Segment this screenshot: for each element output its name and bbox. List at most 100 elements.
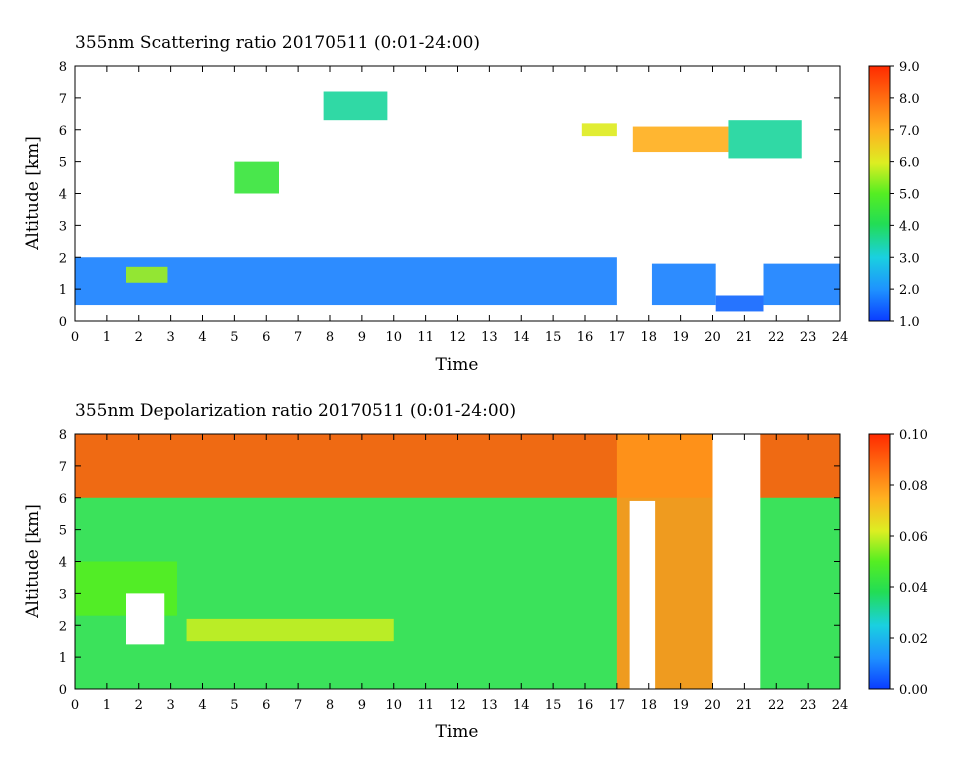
no-data-gap-1 bbox=[629, 500, 656, 689]
data-region-1 bbox=[126, 266, 168, 283]
x-tick-label: 20 bbox=[704, 698, 721, 713]
data-region-2 bbox=[186, 618, 394, 642]
y-tick-label: 6 bbox=[59, 492, 67, 507]
colorbar-label: 0.04 bbox=[899, 581, 928, 596]
y-tick-label: 4 bbox=[59, 188, 67, 203]
y-tick-label: 3 bbox=[59, 587, 67, 602]
x-tick-label: 7 bbox=[294, 698, 302, 713]
x-tick-label: 5 bbox=[230, 330, 238, 345]
colorbar-label: 2.0 bbox=[899, 283, 920, 298]
chart-title: 355nm Scattering ratio 20170511 (0:01-24… bbox=[75, 33, 480, 53]
x-tick-label: 8 bbox=[326, 330, 334, 345]
colorbar bbox=[868, 433, 891, 690]
scattering-ratio-plot bbox=[75, 91, 840, 312]
x-tick-label: 22 bbox=[768, 330, 785, 345]
colorbar-label: 5.0 bbox=[899, 188, 920, 203]
colorbar-label: 0.10 bbox=[899, 428, 928, 443]
x-tick-label: 14 bbox=[513, 330, 530, 345]
x-tick-label: 19 bbox=[672, 698, 689, 713]
x-tick-label: 19 bbox=[672, 330, 689, 345]
data-region-3 bbox=[323, 91, 388, 121]
x-tick-label: 3 bbox=[166, 330, 174, 345]
y-tick-label: 4 bbox=[59, 556, 67, 571]
colorbar-label: 0.00 bbox=[899, 683, 928, 698]
colorbar-label: 8.0 bbox=[899, 92, 920, 107]
x-tick-label: 3 bbox=[166, 698, 174, 713]
x-tick-label: 15 bbox=[545, 698, 562, 713]
x-tick-label: 24 bbox=[832, 330, 849, 345]
y-tick-label: 2 bbox=[59, 251, 67, 266]
x-tick-label: 21 bbox=[736, 698, 753, 713]
x-tick-label: 11 bbox=[417, 330, 434, 345]
x-tick-label: 20 bbox=[704, 330, 721, 345]
x-tick-label: 17 bbox=[609, 330, 626, 345]
x-tick-label: 18 bbox=[640, 330, 657, 345]
x-tick-label: 13 bbox=[481, 698, 498, 713]
y-tick-label: 5 bbox=[59, 156, 67, 171]
colorbar bbox=[868, 65, 891, 322]
x-tick-label: 24 bbox=[832, 698, 849, 713]
x-tick-label: 2 bbox=[135, 330, 143, 345]
x-tick-label: 5 bbox=[230, 698, 238, 713]
data-region-5 bbox=[715, 295, 764, 312]
y-tick-label: 7 bbox=[59, 92, 67, 107]
colorbar-label: 7.0 bbox=[899, 124, 920, 139]
x-tick-label: 10 bbox=[385, 698, 402, 713]
x-tick-label: 21 bbox=[736, 330, 753, 345]
x-tick-label: 22 bbox=[768, 698, 785, 713]
y-tick-label: 2 bbox=[59, 619, 67, 634]
x-tick-label: 4 bbox=[198, 698, 206, 713]
axis-ticks: 0 1 2 3 4 5 6 7 8 9 10 11 12 13 14 15 16 17 18 19 20 21 22 23 24… bbox=[59, 60, 849, 345]
data-region-9 bbox=[728, 120, 802, 159]
y-tick-label: 5 bbox=[59, 524, 67, 539]
x-tick-label: 13 bbox=[481, 330, 498, 345]
colorbar-label: 3.0 bbox=[899, 251, 920, 266]
x-tick-label: 18 bbox=[640, 698, 657, 713]
x-tick-label: 0 bbox=[71, 330, 79, 345]
depolarization-ratio-plot bbox=[75, 434, 840, 689]
data-region-4 bbox=[651, 263, 716, 306]
y-tick-label: 0 bbox=[59, 683, 67, 698]
colorbar-label: 0.02 bbox=[899, 632, 928, 647]
y-axis-label: Altitude [km] bbox=[23, 504, 43, 619]
x-tick-label: 16 bbox=[577, 698, 594, 713]
y-tick-label: 3 bbox=[59, 219, 67, 234]
colorbar-labels: 0.00 0.02 0.04 0.06 0.08 0.10 bbox=[890, 428, 928, 698]
y-tick-label: 1 bbox=[59, 283, 67, 298]
y-tick-label: 0 bbox=[59, 315, 67, 330]
x-tick-label: 4 bbox=[198, 330, 206, 345]
y-tick-label: 8 bbox=[59, 428, 67, 443]
x-tick-label: 1 bbox=[103, 698, 111, 713]
data-region-2 bbox=[234, 161, 279, 194]
data-region-7 bbox=[581, 123, 617, 137]
x-tick-label: 11 bbox=[417, 698, 434, 713]
colorbar-label: 6.0 bbox=[899, 156, 920, 171]
no-data-gap-2 bbox=[712, 434, 761, 689]
no-data-gap-0 bbox=[126, 593, 165, 645]
x-tick-label: 6 bbox=[262, 698, 270, 713]
y-axis-label: Altitude [km] bbox=[23, 136, 43, 251]
x-axis-label: Time bbox=[436, 722, 479, 742]
x-tick-label: 23 bbox=[800, 698, 817, 713]
x-tick-label: 0 bbox=[71, 698, 79, 713]
colorbar-label: 1.0 bbox=[899, 315, 920, 330]
x-tick-label: 12 bbox=[449, 330, 466, 345]
x-axis-label: Time bbox=[436, 355, 479, 375]
colorbar-label: 4.0 bbox=[899, 219, 920, 234]
x-tick-label: 6 bbox=[262, 330, 270, 345]
colorbar-label: 0.06 bbox=[899, 530, 928, 545]
y-tick-label: 1 bbox=[59, 651, 67, 666]
x-tick-label: 7 bbox=[294, 330, 302, 345]
x-tick-label: 1 bbox=[103, 330, 111, 345]
x-tick-label: 2 bbox=[135, 698, 143, 713]
chart-title: 355nm Depolarization ratio 20170511 (0:0… bbox=[75, 401, 516, 421]
x-tick-label: 15 bbox=[545, 330, 562, 345]
data-region-6 bbox=[763, 263, 840, 306]
data-region-8 bbox=[632, 126, 729, 153]
y-tick-label: 8 bbox=[59, 60, 67, 75]
x-tick-label: 12 bbox=[449, 698, 466, 713]
x-tick-label: 17 bbox=[609, 698, 626, 713]
colorbar-labels: 1.0 2.0 3.0 4.0 5.0 6.0 7.0 8.0 9.0 bbox=[890, 60, 920, 330]
x-tick-label: 9 bbox=[358, 330, 366, 345]
